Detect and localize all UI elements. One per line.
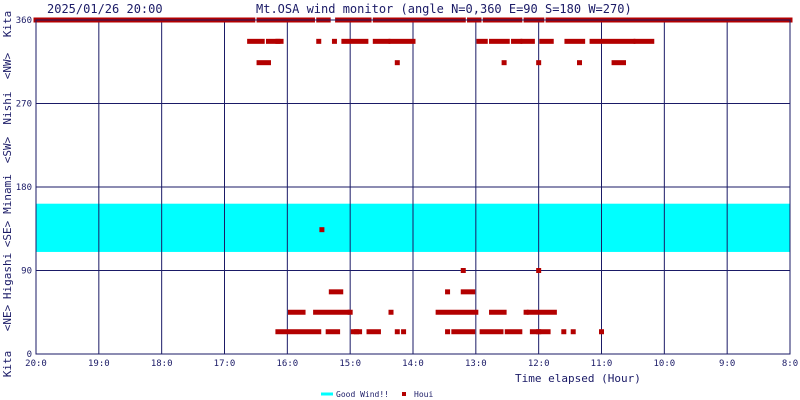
houi-point xyxy=(275,38,281,44)
houi-point xyxy=(536,60,542,66)
y-direction-label: <SW> xyxy=(1,136,14,163)
y-tick-label: 0 xyxy=(27,350,32,360)
houi-point xyxy=(316,38,322,44)
y-direction-label: <SE> xyxy=(1,220,14,247)
houi-segment xyxy=(633,38,655,44)
x-tick-label: 18:0 xyxy=(151,359,173,369)
houi-segment xyxy=(366,329,381,335)
x-tick-label: 11:0 xyxy=(591,359,613,369)
x-tick-label: 19:0 xyxy=(88,359,110,369)
houi-segment xyxy=(539,38,554,44)
houi-point xyxy=(347,309,353,315)
houi-segment xyxy=(341,38,369,44)
plot-frame xyxy=(35,19,791,355)
houi-point xyxy=(401,329,407,335)
houi-point xyxy=(331,38,337,44)
x-tick-label: 20:0 xyxy=(25,359,47,369)
houi-segment xyxy=(275,329,322,335)
houi-point xyxy=(501,60,507,66)
legend: Good Wind!! Houi xyxy=(321,390,433,399)
houi-point xyxy=(599,329,604,335)
houi-segment xyxy=(451,329,476,335)
houi-point xyxy=(353,329,359,335)
houi-segment xyxy=(325,329,341,335)
houi-segment xyxy=(313,309,350,315)
houi-point xyxy=(536,268,542,273)
chart-title: Mt.OSA wind monitor (angle N=0,360 E=90 … xyxy=(256,2,632,16)
x-tick-label: 14:0 xyxy=(402,359,424,369)
y-direction-label: Higashi xyxy=(1,253,14,299)
legend-marker-houi xyxy=(402,392,406,396)
houi-point xyxy=(319,227,325,233)
x-axis-label: Time elapsed (Hour) xyxy=(515,372,641,385)
houi-point xyxy=(577,60,583,66)
y-tick-label: 90 xyxy=(21,267,32,277)
grid-lines xyxy=(35,19,791,355)
x-tick-label: 17:0 xyxy=(214,359,236,369)
houi-segment xyxy=(611,60,626,66)
houi-segment xyxy=(372,38,391,44)
houi-segment xyxy=(460,289,476,295)
houi-segment xyxy=(489,38,510,44)
houi-point xyxy=(460,268,466,273)
houi-point xyxy=(394,60,400,66)
houi-point xyxy=(523,309,529,315)
houi-segment xyxy=(564,38,586,44)
x-tick-label: 8:0 xyxy=(782,359,798,369)
houi-point xyxy=(536,329,542,335)
x-tick-label: 16:0 xyxy=(276,359,298,369)
y-direction-label: Minami xyxy=(1,174,14,214)
houi-point xyxy=(388,309,394,315)
houi-point xyxy=(561,329,567,335)
houi-segment xyxy=(476,38,488,44)
x-tick-label: 10:0 xyxy=(653,359,675,369)
y-direction-label: <NW> xyxy=(1,52,14,79)
houi-point xyxy=(394,329,400,335)
houi-segment xyxy=(287,309,306,315)
x-tick-label: 12:0 xyxy=(528,359,550,369)
y-direction-label: Nishi xyxy=(1,91,14,124)
houi-point xyxy=(445,329,451,335)
y-tick-label: 270 xyxy=(16,100,32,110)
axes xyxy=(35,19,791,355)
houi-segment xyxy=(328,289,344,295)
y-tick-label: 180 xyxy=(16,183,32,193)
houi-segment xyxy=(256,60,271,66)
y-direction-label: Kita xyxy=(1,11,14,38)
y-tick-label: 360 xyxy=(16,16,32,26)
y-direction-label: Kita xyxy=(1,351,14,378)
legend-label-houi: Houi xyxy=(414,390,433,399)
houi-segment xyxy=(265,38,284,44)
y-direction-label: <NE> xyxy=(1,304,14,331)
houi-segment xyxy=(479,329,504,335)
houi-segment xyxy=(435,309,479,315)
houi-segment xyxy=(489,309,507,315)
houi-segment xyxy=(526,309,557,315)
x-tick-label: 15:0 xyxy=(339,359,361,369)
houi-point xyxy=(445,289,451,295)
houi-segment xyxy=(511,38,523,44)
houi-segment xyxy=(589,38,636,44)
houi-segment xyxy=(520,38,535,44)
houi-segment xyxy=(388,38,416,44)
axis-labels: 20:0 19:0 18:0 17:0 16:0 15:0 14:0 13:0 12:0 11:0… xyxy=(1,11,798,378)
houi-segment xyxy=(247,38,265,44)
legend-label-good-wind: Good Wind!! xyxy=(336,390,389,399)
chart-timestamp: 2025/01/26 20:00 xyxy=(47,2,163,16)
houi-point xyxy=(570,329,576,335)
houi-segment xyxy=(504,329,523,335)
x-tick-label: 9:0 xyxy=(719,359,735,369)
x-tick-label: 13:0 xyxy=(465,359,487,369)
